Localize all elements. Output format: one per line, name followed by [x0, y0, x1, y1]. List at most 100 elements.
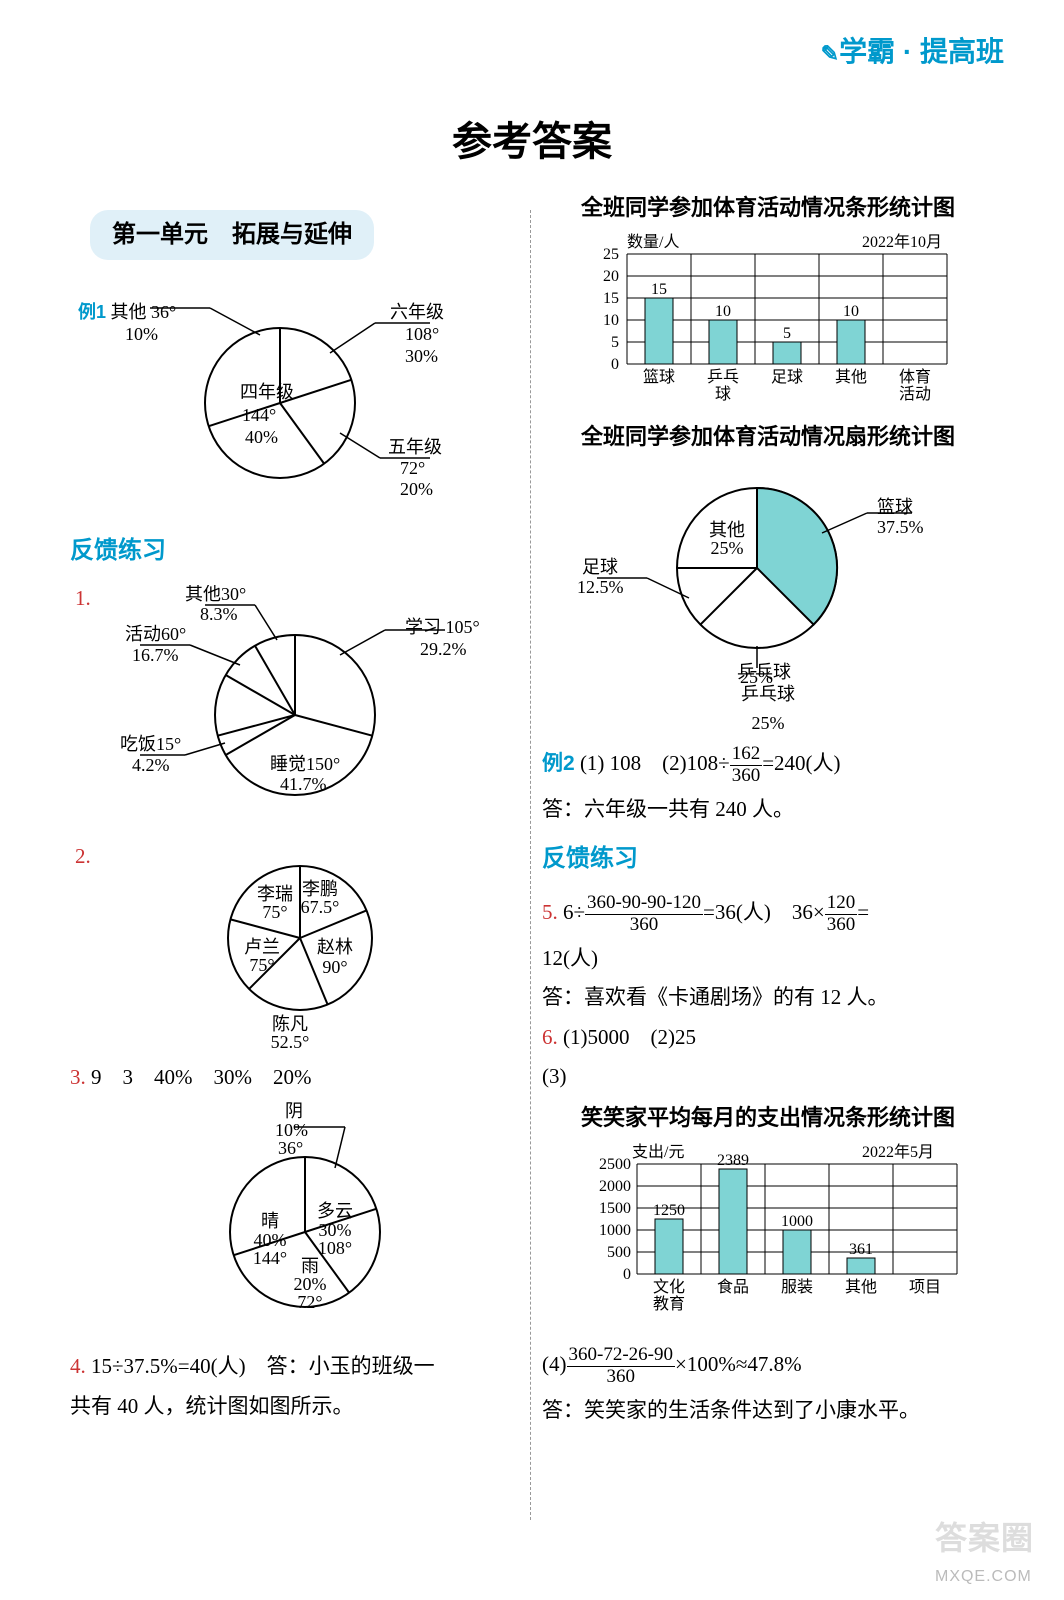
svg-text:其他30°: 其他30° [185, 585, 246, 604]
svg-text:5: 5 [783, 325, 791, 342]
svg-text:阴: 阴 [285, 1102, 303, 1121]
svg-text:15: 15 [651, 281, 667, 298]
svg-text:吃饭15°: 吃饭15° [120, 734, 181, 754]
q3-chart: 多云 30% 108° 晴 40% 144° 雨 20% 72° 阴 10% 3… [70, 1102, 522, 1342]
q5-line2: 12(人) [542, 942, 994, 976]
feedback-label: 反馈练习 [70, 532, 522, 570]
svg-text:500: 500 [607, 1244, 631, 1261]
svg-text:体育: 体育 [899, 368, 931, 386]
svg-text:数量/人: 数量/人 [627, 233, 679, 251]
feedback-label-2: 反馈练习 [542, 840, 994, 878]
pie5-extra: 乒乓球25% [542, 680, 994, 738]
bar-chart-2: 支出/元 2022年5月 2500 2000 1500 1000 500 0 1… [542, 1139, 982, 1339]
svg-text:六年级: 六年级 [390, 302, 444, 322]
q6-answer: 答：笑笑家的生活条件达到了小康水平。 [542, 1394, 994, 1428]
svg-text:多云: 多云 [317, 1201, 353, 1221]
svg-text:活动60°: 活动60° [125, 624, 186, 644]
pie-chart-2: 1. 睡觉150° 41.7% 其他30 [70, 585, 510, 835]
svg-text:足球: 足球 [582, 557, 618, 577]
svg-text:30%: 30% [405, 346, 438, 366]
q6-line2: (3) [542, 1060, 994, 1094]
svg-text:李瑞: 李瑞 [257, 884, 293, 904]
svg-text:10%: 10% [125, 324, 158, 344]
svg-text:20%: 20% [400, 479, 433, 499]
svg-text:其他: 其他 [835, 368, 867, 386]
svg-text:40%: 40% [245, 427, 278, 447]
svg-text:67.5°: 67.5° [301, 897, 340, 917]
q1-chart: 1. 睡觉150° 41.7% 其他30 [70, 585, 522, 835]
svg-text:10%: 10% [275, 1120, 308, 1140]
svg-text:其他: 其他 [845, 1278, 877, 1296]
svg-text:学习 105°: 学习 105° [405, 617, 480, 637]
svg-text:服装: 服装 [781, 1278, 813, 1296]
q2-chart: 2. 李鹏 67.5° 赵林 90° 李瑞 75° 卢兰 75° 陈凡 52.5… [70, 843, 522, 1053]
svg-text:1500: 1500 [599, 1200, 631, 1217]
svg-text:2.: 2. [75, 844, 91, 868]
q6-4: (4)360-72-26-90360×100%≈47.8% [542, 1345, 994, 1388]
svg-text:75°: 75° [249, 955, 274, 975]
left-column: 第一单元 拓展与延伸 四年级 144° 40 [60, 190, 532, 1550]
unit-header: 第一单元 拓展与延伸 [90, 210, 374, 260]
svg-text:52.5°: 52.5° [271, 1032, 310, 1052]
example2: 例2 (1) 108 (2)108÷162360=240(人) [542, 744, 994, 787]
q4-line2: 共有 40 人，统计图如图所示。 [70, 1390, 522, 1424]
svg-text:72°: 72° [400, 458, 425, 478]
svg-text:144°: 144° [242, 405, 276, 425]
svg-text:1250: 1250 [653, 1202, 685, 1219]
svg-text:20: 20 [603, 268, 619, 285]
svg-text:2389: 2389 [717, 1152, 749, 1169]
svg-text:12.5%: 12.5% [577, 577, 624, 597]
svg-text:五年级: 五年级 [388, 437, 442, 457]
svg-text:2022年10月: 2022年10月 [862, 233, 942, 251]
pie5-title: 全班同学参加体育活动情况扇形统计图 [542, 419, 994, 454]
svg-text:雨: 雨 [301, 1256, 319, 1276]
svg-text:108°: 108° [405, 324, 439, 344]
svg-text:75°: 75° [262, 902, 287, 922]
svg-text:例1 其他 36°: 例1 其他 36° [78, 301, 176, 322]
ex2-answer: 答：六年级一共有 240 人。 [542, 793, 994, 827]
svg-text:其他: 其他 [709, 520, 745, 540]
svg-text:1000: 1000 [781, 1213, 813, 1230]
svg-text:15: 15 [603, 290, 619, 307]
svg-text:20%: 20% [294, 1274, 327, 1294]
svg-text:30%: 30% [319, 1220, 352, 1240]
svg-text:活动: 活动 [899, 385, 931, 403]
svg-text:1000: 1000 [599, 1222, 631, 1239]
q3: 3. 9 3 40% 30% 20% [70, 1061, 522, 1095]
q6-line1: 6. (1)5000 (2)25 [542, 1021, 994, 1055]
svg-text:25: 25 [603, 246, 619, 263]
q5: 5. 6÷360-90-90-120360=36(人) 36×120360= [542, 893, 994, 936]
svg-text:篮球: 篮球 [643, 368, 675, 386]
svg-text:108°: 108° [318, 1238, 352, 1258]
svg-text:4.2%: 4.2% [132, 755, 170, 775]
svg-text:球: 球 [715, 385, 731, 403]
svg-text:教育: 教育 [653, 1295, 685, 1313]
brand-logo: ✎学霸 · 提高班 [821, 30, 1004, 75]
svg-text:睡觉150°: 睡觉150° [270, 754, 340, 774]
svg-text:1.: 1. [75, 586, 91, 610]
watermark: 答案圈 MXQE.COM [935, 1513, 1034, 1590]
svg-text:29.2%: 29.2% [420, 639, 467, 659]
q5-answer: 答：喜欢看《卡通剧场》的有 12 人。 [542, 981, 994, 1015]
bar1-title: 全班同学参加体育活动情况条形统计图 [542, 190, 994, 225]
svg-text:陈凡: 陈凡 [272, 1014, 308, 1034]
svg-text:篮球: 篮球 [877, 497, 913, 517]
svg-text:40%: 40% [254, 1230, 287, 1250]
svg-text:16.7%: 16.7% [132, 645, 179, 665]
svg-text:361: 361 [849, 1241, 873, 1258]
svg-text:10: 10 [715, 303, 731, 320]
svg-text:10: 10 [603, 312, 619, 329]
svg-text:食品: 食品 [717, 1278, 749, 1296]
pie-chart-4: 多云 30% 108° 晴 40% 144° 雨 20% 72° 阴 10% 3… [70, 1102, 510, 1342]
page-title: 参考答案 [0, 110, 1064, 174]
svg-text:0: 0 [611, 356, 619, 373]
pie-chart-3: 2. 李鹏 67.5° 赵林 90° 李瑞 75° 卢兰 75° 陈凡 52.5… [70, 843, 510, 1053]
svg-text:36°: 36° [278, 1138, 303, 1158]
svg-text:41.7%: 41.7% [280, 774, 327, 794]
svg-text:144°: 144° [253, 1248, 287, 1268]
svg-text:2022年5月: 2022年5月 [862, 1143, 934, 1161]
svg-text:乒乓: 乒乓 [707, 368, 739, 386]
svg-text:2500: 2500 [599, 1156, 631, 1173]
svg-text:10: 10 [843, 303, 859, 320]
svg-text:2000: 2000 [599, 1178, 631, 1195]
